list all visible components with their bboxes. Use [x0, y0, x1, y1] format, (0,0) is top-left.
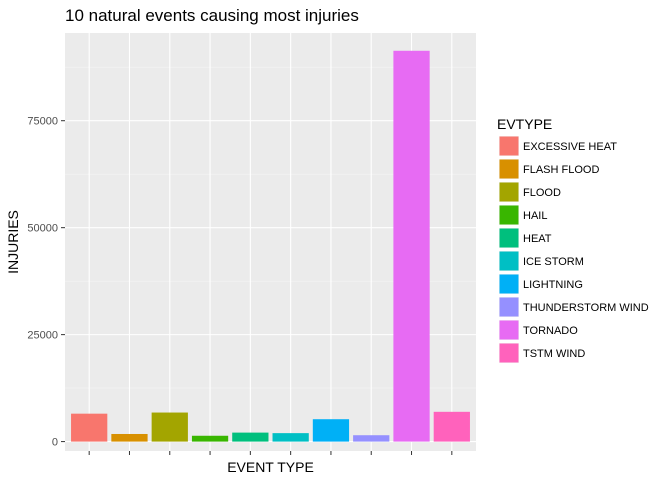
legend-label: TORNADO — [523, 325, 578, 337]
bar-thunderstorm-wind — [353, 435, 390, 442]
legend-swatch — [499, 297, 519, 317]
legend-swatch — [499, 228, 519, 248]
legend-swatch — [499, 159, 519, 179]
legend: EVTYPE EXCESSIVE HEAT FLASH FLOOD FLOOD HAI… — [497, 116, 649, 363]
legend-label: FLOOD — [523, 187, 561, 199]
legend-title: EVTYPE — [497, 116, 552, 132]
bar-tornado — [393, 50, 430, 442]
y-tick-label: 75000 — [27, 116, 58, 128]
x-axis — [88, 451, 453, 455]
legend-swatch — [499, 343, 519, 363]
bar-flash-flood — [111, 433, 148, 442]
y-tick-label: 50000 — [27, 223, 58, 235]
legend-swatch — [499, 205, 519, 225]
x-axis-title: EVENT TYPE — [227, 459, 314, 475]
legend-swatch — [499, 320, 519, 340]
bar-ice-storm — [272, 433, 309, 442]
legend-swatch — [499, 182, 519, 202]
bar-flood — [151, 412, 188, 442]
gridlines — [65, 33, 476, 451]
legend-label: EXCESSIVE HEAT — [523, 141, 617, 153]
bar-hail — [191, 435, 229, 442]
legend-label: FLASH FLOOD — [523, 164, 599, 176]
y-tick-label: 25000 — [27, 330, 58, 342]
y-axis-title: INJURIES — [5, 210, 21, 274]
legend-label: HEAT — [523, 233, 552, 245]
bar-excessive-heat — [71, 413, 108, 442]
legend-label: TSTM WIND — [523, 348, 585, 360]
chart-title: 10 natural events causing most injuries — [65, 6, 359, 25]
legend-label: LIGHTNING — [523, 279, 583, 291]
legend-swatch — [499, 136, 519, 156]
y-axis: 0 25000 50000 75000 — [27, 116, 65, 449]
legend-label: HAIL — [523, 210, 547, 222]
bars — [71, 50, 470, 442]
bar-tstm-wind — [433, 411, 470, 442]
legend-label: THUNDERSTORM WIND — [523, 302, 649, 314]
legend-label: ICE STORM — [523, 256, 584, 268]
legend-swatch — [499, 274, 519, 294]
bar-heat — [232, 432, 269, 442]
legend-swatch — [499, 251, 519, 271]
y-tick-label: 0 — [52, 437, 58, 449]
bar-lightning — [312, 419, 350, 442]
